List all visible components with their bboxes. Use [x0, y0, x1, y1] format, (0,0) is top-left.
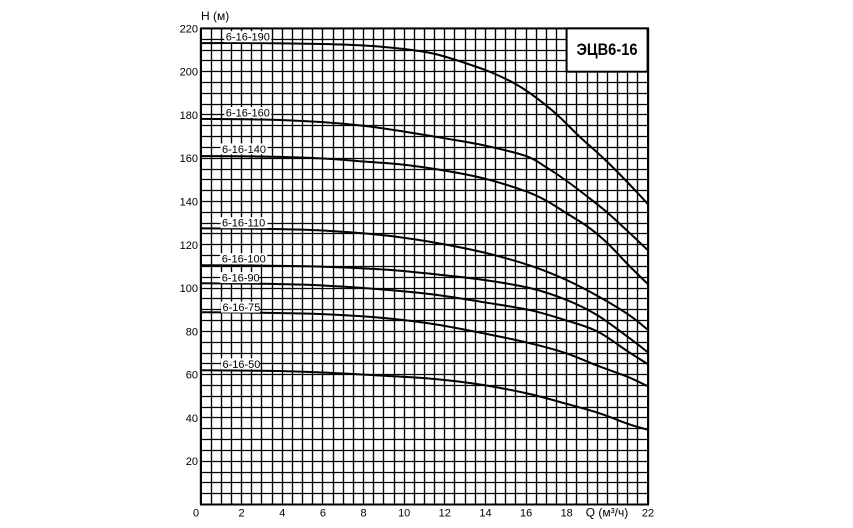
svg-text:200: 200 [180, 67, 198, 79]
svg-text:16: 16 [520, 508, 532, 520]
svg-text:100: 100 [180, 283, 198, 295]
svg-text:6-16-160: 6-16-160 [226, 108, 270, 120]
svg-text:40: 40 [186, 413, 198, 425]
svg-text:6: 6 [320, 508, 326, 520]
svg-text:8: 8 [360, 508, 366, 520]
svg-text:6-16-90: 6-16-90 [222, 273, 260, 285]
svg-text:10: 10 [398, 508, 410, 520]
svg-text:120: 120 [180, 240, 198, 252]
svg-text:6-16-140: 6-16-140 [222, 144, 266, 156]
svg-text:20: 20 [186, 456, 198, 468]
svg-text:4: 4 [279, 508, 285, 520]
svg-text:ЭЦВ6-16: ЭЦВ6-16 [577, 40, 638, 59]
svg-text:160: 160 [180, 153, 198, 165]
svg-text:140: 140 [180, 197, 198, 209]
svg-text:6-16-110: 6-16-110 [222, 218, 265, 230]
svg-text:H (м): H (м) [201, 9, 229, 23]
svg-text:22: 22 [642, 508, 654, 520]
svg-text:6-16-75: 6-16-75 [223, 302, 261, 314]
svg-text:6-16-100: 6-16-100 [222, 254, 266, 266]
svg-text:2: 2 [239, 508, 245, 520]
svg-text:18: 18 [561, 508, 573, 520]
svg-text:6-16-190: 6-16-190 [226, 32, 270, 44]
svg-text:14: 14 [479, 508, 491, 520]
svg-text:6-16-50: 6-16-50 [223, 359, 261, 371]
svg-text:180: 180 [180, 110, 198, 122]
svg-text:Q (м³/ч): Q (м³/ч) [586, 506, 629, 520]
svg-text:0: 0 [193, 508, 199, 520]
svg-text:80: 80 [186, 326, 198, 338]
svg-text:60: 60 [186, 370, 198, 382]
svg-text:12: 12 [439, 508, 451, 520]
svg-text:220: 220 [180, 23, 198, 35]
